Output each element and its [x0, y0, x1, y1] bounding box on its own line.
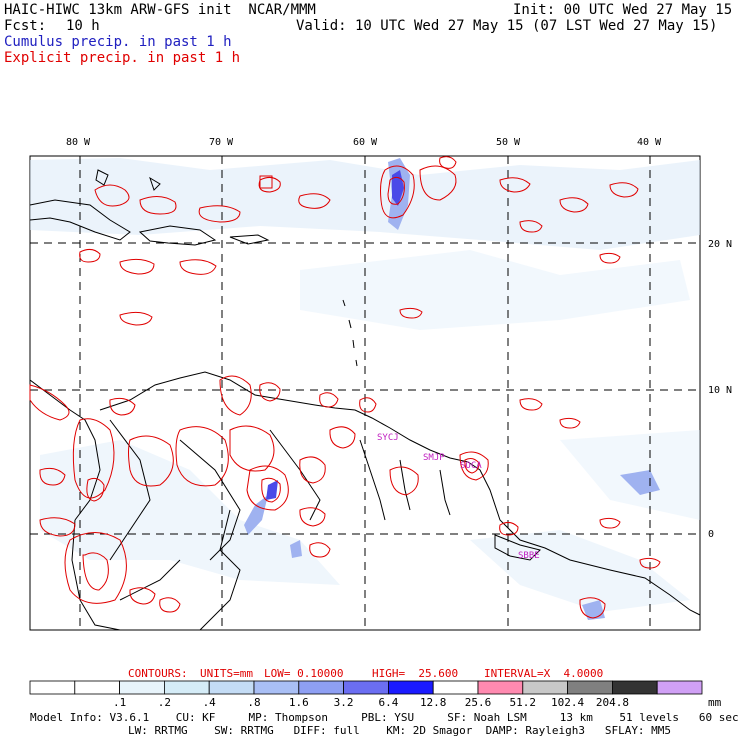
chart-title: HAIC-HIWC 13km ARW-GFS init NCAR/MMM	[4, 2, 316, 18]
colorbar-swatch	[612, 680, 658, 695]
colorbar-tick-label: .2	[158, 696, 171, 709]
contours-interval: INTERVAL=X 4.0000	[484, 667, 604, 680]
graticule	[30, 156, 700, 630]
model-info-line2: LW: RRTMG SW: RRTMG DIFF: full KM: 2D Sm…	[128, 724, 672, 737]
lon-label-50w: 50 W	[496, 137, 521, 148]
lat-label-20n: 20 N	[708, 239, 732, 250]
lon-label-70w: 70 W	[209, 137, 234, 148]
colorbar-swatch	[298, 680, 344, 695]
colorbar-swatch	[29, 680, 76, 695]
contours-low: LOW= 0.10000	[264, 667, 344, 680]
contours-high: HIGH= 25.600	[372, 667, 459, 680]
colorbar-tick-label: 3.2	[334, 696, 354, 709]
station-label-soca: SOCA	[460, 461, 482, 471]
colorbar-swatch	[253, 680, 300, 695]
contours-units: UNITS=mm	[200, 667, 253, 680]
colorbar-tick-label: 1.6	[289, 696, 309, 709]
forecast-label: Fcst:	[4, 18, 47, 34]
station-label-sbbe: SBBE	[518, 551, 540, 561]
colorbar-swatch	[477, 680, 524, 695]
coastlines	[29, 169, 701, 631]
colorbar-swatch	[522, 680, 568, 695]
station-label-smjp: SMJP	[423, 453, 445, 463]
lon-label-60w: 60 W	[353, 137, 378, 148]
colorbar-tick-label: 12.8	[420, 696, 447, 709]
cumulus-legend-line: Cumulus precip. in past 1 h	[4, 34, 232, 50]
colorbar-tick-label: 51.2	[510, 696, 537, 709]
colorbar-swatch	[163, 680, 210, 695]
colorbar-swatch	[119, 680, 165, 695]
colorbar-tick-label: 204.8	[596, 696, 629, 709]
colorbar-swatch	[656, 680, 703, 695]
colorbar: .1 .2 .4 .8 1.6 3.2 6.4 12.8 25.6 51.2 102.4 204.8 m…	[29, 680, 722, 709]
colorbar-swatch	[343, 680, 389, 695]
colorbar-swatch	[74, 680, 121, 695]
forecast-hour: 10 h	[66, 18, 100, 34]
colorbar-swatch	[208, 680, 255, 695]
init-time: Init: 00 UTC Wed 27 May 15	[513, 2, 733, 18]
lon-label-80w: 80 W	[66, 137, 91, 148]
model-info-line1: Model Info: V3.6.1 CU: KF MP: Thompson P…	[30, 711, 739, 724]
colorbar-tick-label: 102.4	[551, 696, 584, 709]
lat-label-10n: 10 N	[708, 385, 732, 396]
station-label-sycj: SYCJ	[377, 433, 399, 443]
colorbar-tick-label: 25.6	[465, 696, 492, 709]
colorbar-swatch	[387, 680, 434, 695]
explicit-precip-contours	[29, 156, 661, 619]
colorbar-tick-label: .8	[247, 696, 260, 709]
lat-label-0: 0	[708, 529, 714, 540]
explicit-legend-line: Explicit precip. in past 1 h	[4, 50, 241, 66]
contours-label: CONTOURS:	[128, 667, 188, 680]
valid-time: Valid: 10 UTC Wed 27 May 15 (07 LST Wed …	[296, 18, 718, 34]
colorbar-tick-label: 6.4	[378, 696, 398, 709]
colorbar-unit: mm	[708, 696, 722, 709]
lon-label-40w: 40 W	[637, 137, 662, 148]
colorbar-tick-label: .1	[113, 696, 126, 709]
colorbar-swatch	[432, 680, 479, 695]
colorbar-swatch	[567, 680, 613, 695]
colorbar-tick-label: .4	[203, 696, 217, 709]
